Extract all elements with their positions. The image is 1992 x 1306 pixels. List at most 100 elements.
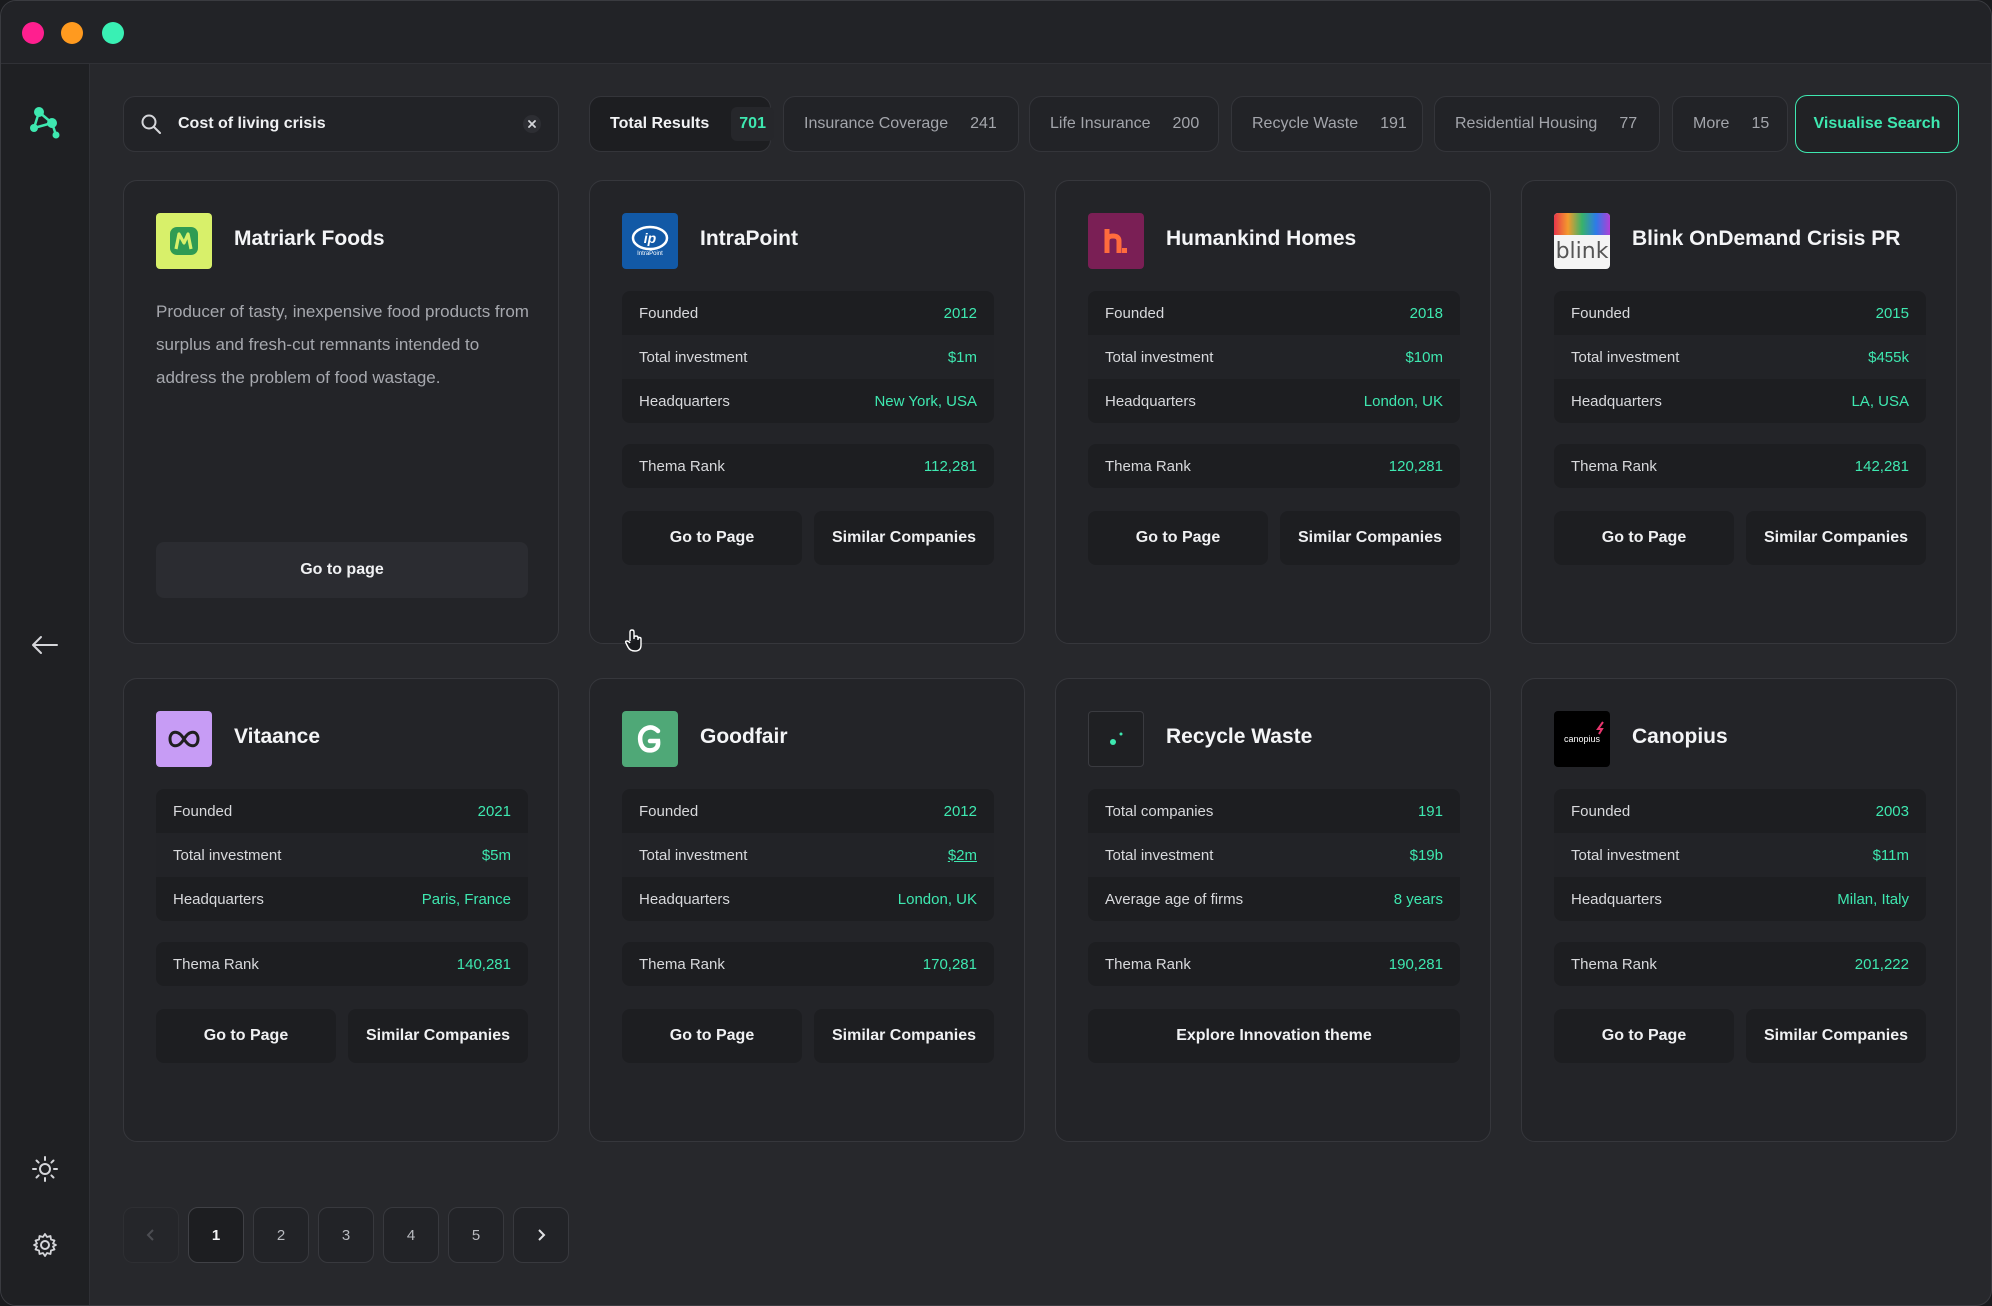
thema-rank-row: Thema Rank 120,281 — [1088, 444, 1460, 488]
hand-cursor-icon — [624, 629, 642, 652]
company-info-table: Founded 2012 Total investment $1m Headquar… — [622, 291, 994, 423]
chevron-right-icon — [538, 1229, 546, 1241]
go-to-page-button[interactable]: Go to Page — [1088, 511, 1268, 565]
filter-label: Recycle Waste — [1252, 115, 1359, 132]
minimize-window-button[interactable] — [61, 22, 83, 44]
close-window-button[interactable] — [22, 22, 44, 44]
visualise-search-button[interactable]: Visualise Search — [1795, 95, 1959, 153]
goodfair-logo-icon — [622, 711, 678, 767]
info-label: Total investment — [1105, 348, 1214, 366]
company-name: Matriark Foods — [234, 227, 385, 250]
similar-companies-button[interactable]: Similar Companies — [814, 1009, 994, 1063]
company-description: Producer of tasty, inexpensive food prod… — [156, 302, 529, 387]
page-3-button[interactable]: 3 — [318, 1207, 374, 1263]
filter-label: Residential Housing — [1455, 115, 1598, 132]
info-row-founded: Founded 2012 — [622, 789, 994, 833]
info-value: 2018 — [1409, 304, 1443, 322]
info-value: $1m — [947, 348, 977, 366]
card-actions: Go to Page Similar Companies — [1088, 511, 1460, 565]
company-card-vitaance: Vitaance Founded 2021 Total investment $5m… — [123, 678, 559, 1142]
search-bar[interactable]: Cost of living crisis — [123, 96, 559, 152]
filter-count: 241 — [970, 115, 997, 132]
info-value: $19b — [1409, 846, 1443, 864]
explore-innovation-theme-button[interactable]: Explore Innovation theme — [1088, 1009, 1460, 1063]
theme-card-recycle-waste: Recycle Waste Total companies 191 Total i… — [1055, 678, 1491, 1142]
similar-companies-button[interactable]: Similar Companies — [1280, 511, 1460, 565]
info-row-headquarters: Headquarters Paris, France — [156, 877, 528, 921]
go-to-page-button[interactable]: Go to page — [156, 542, 528, 598]
info-value-link[interactable]: $2m — [947, 846, 977, 864]
info-label: Total investment — [1571, 846, 1680, 864]
back-arrow-icon[interactable] — [23, 623, 67, 667]
info-row-headquarters: Headquarters Milan, Italy — [1554, 877, 1926, 921]
info-label: Headquarters — [1571, 392, 1662, 410]
clear-search-icon[interactable] — [522, 114, 542, 134]
filter-total-results[interactable]: Total Results 701 — [589, 96, 774, 152]
search-input[interactable]: Cost of living crisis — [178, 115, 326, 132]
theme-toggle-sun-icon[interactable] — [23, 1147, 67, 1191]
logo-text: canopius — [1563, 734, 1601, 744]
page-4-button[interactable]: 4 — [383, 1207, 439, 1263]
previous-page-button[interactable] — [123, 1207, 179, 1263]
info-label: Total investment — [639, 846, 748, 864]
maximize-window-button[interactable] — [102, 22, 124, 44]
main-content: Cost of living crisis Total Results 701 … — [90, 64, 1991, 1305]
company-name: Canopius — [1632, 725, 1728, 748]
info-label: Headquarters — [1571, 890, 1662, 908]
rank-label: Thema Rank — [173, 955, 259, 973]
page-1-button[interactable]: 1 — [188, 1207, 244, 1263]
go-to-page-button[interactable]: Go to Page — [156, 1009, 336, 1063]
info-row-investment: Total investment $11m — [1554, 833, 1926, 877]
info-row-headquarters: Headquarters London, UK — [622, 877, 994, 921]
filter-insurance-coverage[interactable]: Insurance Coverage 241 — [783, 96, 1019, 152]
info-value: New York, USA — [874, 392, 977, 410]
company-card-intrapoint: ip IntraPoint IntraPoint Founded 2012 Tot… — [589, 180, 1025, 644]
rank-value: 190,281 — [1388, 955, 1443, 973]
similar-companies-button[interactable]: Similar Companies — [348, 1009, 528, 1063]
company-name: Humankind Homes — [1166, 227, 1357, 250]
logo-text: IntraPoint — [637, 251, 663, 257]
similar-companies-button[interactable]: Similar Companies — [814, 511, 994, 565]
info-row-headquarters: Headquarters London, UK — [1088, 379, 1460, 423]
info-label: Headquarters — [1105, 392, 1196, 410]
similar-companies-button[interactable]: Similar Companies — [1746, 1009, 1926, 1063]
app-logo-icon[interactable] — [23, 101, 67, 145]
rank-label: Thema Rank — [1105, 457, 1191, 475]
page-2-button[interactable]: 2 — [253, 1207, 309, 1263]
filter-recycle-waste[interactable]: Recycle Waste 191 — [1231, 96, 1423, 152]
rank-value: 120,281 — [1388, 457, 1443, 475]
info-label: Founded — [1571, 304, 1631, 322]
go-to-page-button[interactable]: Go to Page — [622, 511, 802, 565]
card-actions: Go to Page Similar Companies — [1554, 1009, 1926, 1063]
page-5-button[interactable]: 5 — [448, 1207, 504, 1263]
info-row-founded: Founded 2015 — [1554, 291, 1926, 335]
card-actions: Go to Page Similar Companies — [622, 1009, 994, 1063]
rank-label: Thema Rank — [1571, 457, 1657, 475]
company-name: IntraPoint — [700, 227, 798, 250]
thema-rank-row: Thema Rank 142,281 — [1554, 444, 1926, 488]
next-page-button[interactable] — [513, 1207, 569, 1263]
thema-rank-row: Thema Rank 170,281 — [622, 942, 994, 986]
go-to-page-button[interactable]: Go to Page — [1554, 1009, 1734, 1063]
rank-value: 201,222 — [1854, 955, 1909, 973]
matriark-logo-icon — [156, 213, 212, 269]
info-row-investment: Total investment $5m — [156, 833, 528, 877]
company-info-table: Founded 2012 Total investment $2m Headquar… — [622, 789, 994, 921]
recycle-waste-logo-icon — [1088, 711, 1144, 767]
settings-gear-icon[interactable] — [23, 1223, 67, 1267]
info-label: Headquarters — [639, 392, 730, 410]
filter-residential-housing[interactable]: Residential Housing 77 — [1434, 96, 1660, 152]
go-to-page-button[interactable]: Go to Page — [622, 1009, 802, 1063]
info-label: Headquarters — [639, 890, 730, 908]
info-value: London, UK — [1363, 392, 1443, 410]
similar-companies-button[interactable]: Similar Companies — [1746, 511, 1926, 565]
info-value: London, UK — [897, 890, 977, 908]
filter-life-insurance[interactable]: Life Insurance 200 — [1029, 96, 1219, 152]
filter-label: More — [1693, 115, 1730, 132]
rank-value: 112,281 — [923, 457, 977, 475]
info-value: $5m — [481, 846, 511, 864]
intrapoint-logo-icon: ip IntraPoint — [622, 213, 678, 269]
filter-more[interactable]: More 15 — [1672, 96, 1788, 152]
company-card-canopius: canopius Canopius Founded 2003 Total inve… — [1521, 678, 1957, 1142]
go-to-page-button[interactable]: Go to Page — [1554, 511, 1734, 565]
